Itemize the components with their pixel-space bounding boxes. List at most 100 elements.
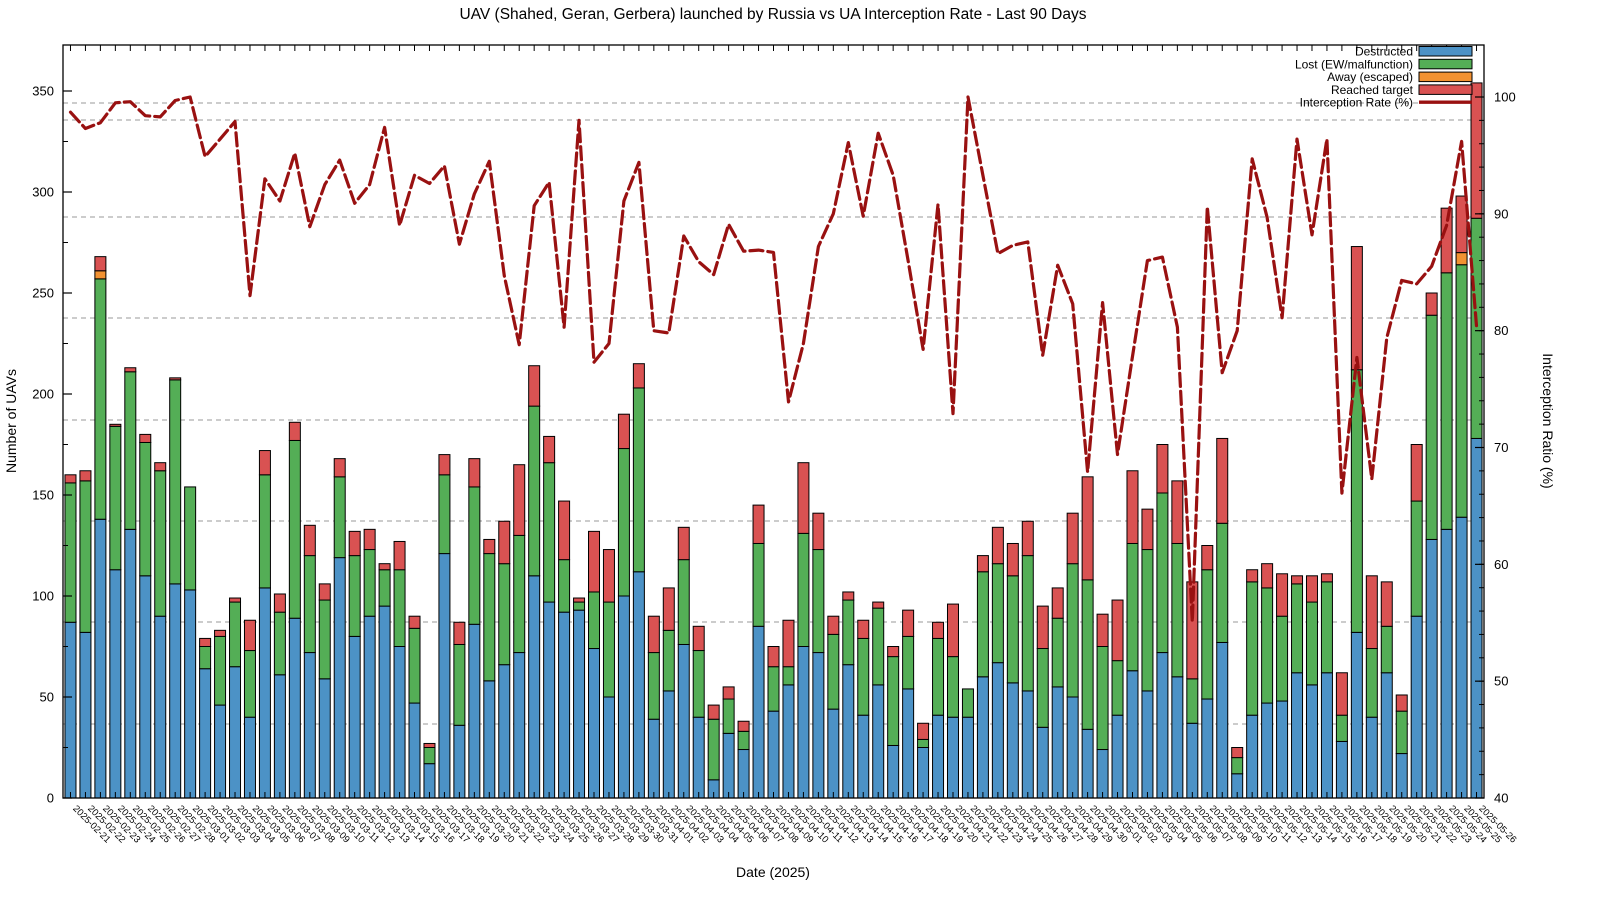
bar-segment: [1126, 670, 1139, 799]
y-axis-right-label: Interception Ratio (%): [1540, 353, 1556, 488]
bar-segment: [1440, 272, 1453, 530]
bar-segment: [932, 714, 945, 799]
bar-segment: [558, 500, 571, 561]
x-axis-label: Date (2025): [736, 864, 810, 880]
bar-segment: [124, 371, 137, 530]
bar-segment: [154, 615, 167, 799]
bar-segment: [1036, 648, 1049, 728]
bar-segment: [498, 664, 511, 799]
bar-segment: [273, 674, 286, 799]
bar-segment: [737, 749, 750, 799]
bar-segment: [1141, 508, 1154, 551]
bar-segment: [946, 603, 959, 658]
bar-segment: [692, 716, 705, 799]
bar-segment: [1066, 563, 1079, 698]
bar-segment: [543, 601, 556, 799]
bar-segment: [842, 664, 855, 799]
bar-segment: [199, 668, 212, 799]
bar-segment: [378, 563, 391, 571]
bar-segment: [229, 597, 242, 603]
bar-segment: [1171, 676, 1184, 799]
bar-segment: [902, 688, 915, 799]
bar-segment: [1350, 369, 1363, 633]
bar-segment: [258, 587, 271, 799]
bar-segment: [438, 454, 451, 476]
bar-segment: [1006, 682, 1019, 799]
y-left-tick-label: 300: [32, 185, 54, 200]
bar-segment: [812, 549, 825, 654]
bar-segment: [902, 635, 915, 690]
rate-line: [68, 95, 1479, 624]
bar-segment: [1425, 538, 1438, 799]
bar-segment: [1006, 575, 1019, 684]
bar-segment: [602, 601, 615, 698]
y-left-tick-label: 0: [47, 791, 54, 806]
y-right-tick-label: 100: [1494, 90, 1516, 105]
bar-segment: [767, 710, 780, 799]
legend-swatch-reached-target: [1418, 84, 1473, 95]
bar-segment: [94, 270, 107, 280]
bar-segment: [1141, 690, 1154, 799]
bar-segment: [243, 650, 256, 718]
bar-segment: [692, 625, 705, 652]
plot-border: [62, 44, 1485, 799]
bar-segment: [333, 458, 346, 478]
legend-label: Away (escaped): [1327, 70, 1413, 84]
bar-segment: [677, 559, 690, 645]
bar-segment: [139, 433, 152, 443]
bar-segment: [363, 549, 376, 617]
bar-segment: [1021, 690, 1034, 799]
y-right-tick-label: 70: [1494, 440, 1508, 455]
bar-segment: [1231, 757, 1244, 775]
bar-segment: [573, 597, 586, 603]
legend-label: Destructed: [1355, 45, 1413, 59]
bar-segment: [1036, 605, 1049, 650]
bar-segment: [1201, 569, 1214, 700]
bar-segment: [1186, 678, 1199, 724]
bar-segment: [872, 601, 885, 609]
bar-segment: [1380, 581, 1393, 627]
bar-segment: [573, 601, 586, 611]
bar-segment: [288, 617, 301, 799]
bar-segment: [932, 637, 945, 716]
bar-segment: [378, 605, 391, 799]
bar-segment: [513, 652, 526, 799]
bar-segment: [722, 732, 735, 799]
y-left-tick-label: 250: [32, 286, 54, 301]
bar-segment: [498, 520, 511, 565]
bar-segment: [976, 555, 989, 573]
bar-segment: [1231, 747, 1244, 759]
bar-segment: [229, 666, 242, 799]
bar-segment: [543, 435, 556, 464]
bar-segment: [453, 621, 466, 645]
bar-segment: [229, 601, 242, 668]
bar-segment: [588, 591, 601, 650]
bar-segment: [1246, 714, 1259, 799]
bar-segment: [887, 646, 900, 658]
bar-segment: [961, 716, 974, 799]
bar-segment: [79, 470, 92, 482]
bar-segment: [1156, 444, 1169, 494]
bar-segment: [647, 718, 660, 799]
bar-segment: [617, 413, 630, 450]
bar-segment: [1081, 476, 1094, 581]
bar-segment: [79, 480, 92, 633]
bar-segment: [857, 619, 870, 639]
bar-segment: [94, 278, 107, 520]
bar-segment: [617, 448, 630, 597]
bar-segment: [1096, 646, 1109, 751]
bar-segment: [1126, 542, 1139, 672]
y-right-tick-label: 40: [1494, 791, 1508, 806]
bar-segment: [1425, 292, 1438, 316]
bar-segment: [528, 365, 541, 407]
bar-segment: [1036, 726, 1049, 799]
bar-segment: [1350, 246, 1363, 371]
bar-segment: [917, 722, 930, 740]
bar-segment: [827, 633, 840, 710]
bar-segment: [1156, 652, 1169, 799]
bar-segment: [363, 615, 376, 799]
bar-segment: [1171, 480, 1184, 544]
bar-segment: [1305, 684, 1318, 799]
bar-segment: [1261, 587, 1274, 704]
